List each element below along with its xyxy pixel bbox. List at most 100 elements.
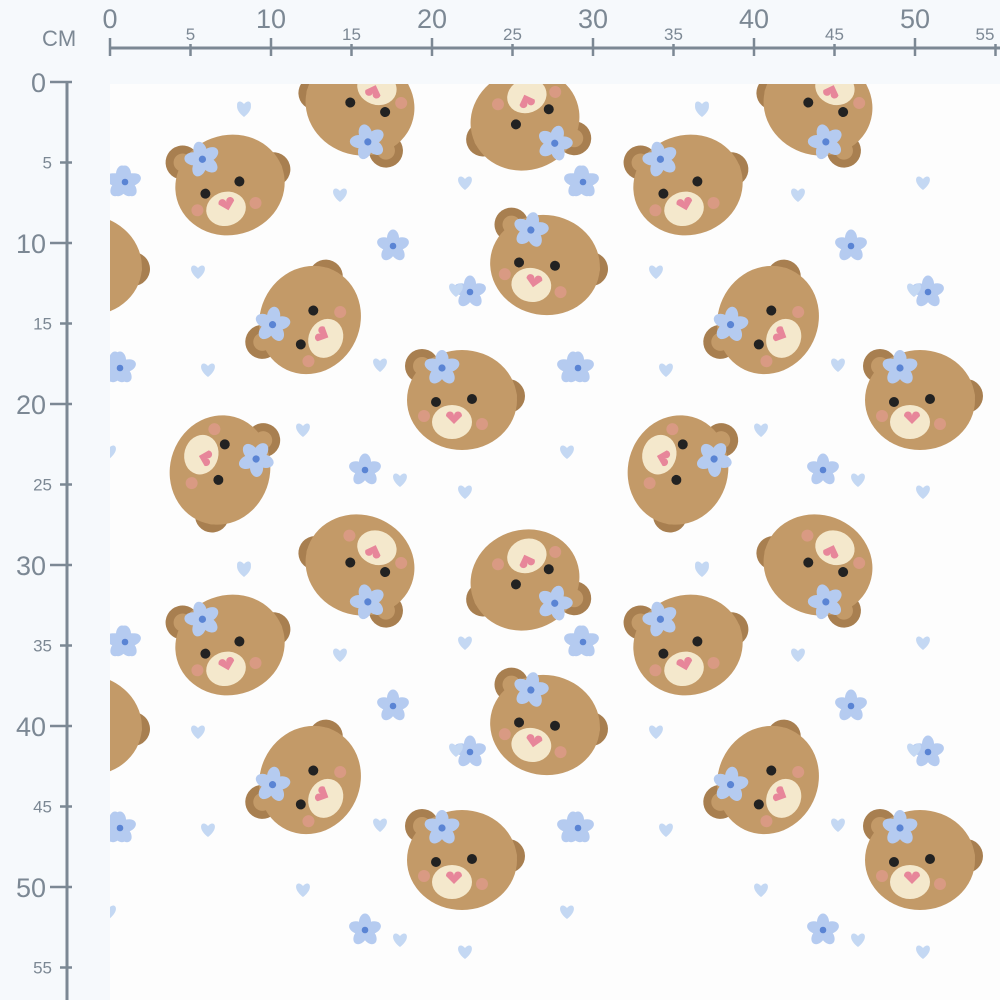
bear-head <box>490 207 608 316</box>
heart-icon <box>237 563 251 577</box>
heart-icon <box>191 725 205 739</box>
flower-icon <box>835 689 867 721</box>
flower-icon <box>562 351 594 383</box>
ruler-label: 20 <box>16 390 46 420</box>
heart-icon <box>791 188 805 202</box>
ruler-label: 15 <box>342 25 361 44</box>
flower-icon <box>349 913 381 945</box>
bear-head <box>756 514 873 628</box>
flower-icon <box>882 810 918 844</box>
ruler-label: 55 <box>33 959 52 978</box>
flower-icon <box>539 585 573 621</box>
heart-icon <box>373 818 387 832</box>
ruler-label: 40 <box>16 712 46 742</box>
ruler-label: 55 <box>976 25 995 44</box>
flower-icon <box>377 689 409 721</box>
heart-icon <box>851 473 865 487</box>
ruler-label: 10 <box>16 229 46 259</box>
bear-head <box>466 84 592 171</box>
flower-icon <box>349 584 384 620</box>
flower-icon <box>696 443 732 477</box>
ruler-label: 20 <box>417 4 447 34</box>
heart-icon <box>907 743 921 757</box>
horizontal-ruler: 0 5 10 15 20 25 30 35 40 45 50 55 <box>102 4 1000 56</box>
flower-icon <box>110 625 141 657</box>
heart-icon <box>449 743 463 757</box>
flower-icon <box>807 453 839 485</box>
flower-icon <box>562 811 594 843</box>
heart-icon <box>333 188 347 202</box>
flower-icon <box>377 229 409 261</box>
flower-icon <box>807 584 842 620</box>
heart-icon <box>458 636 472 650</box>
ruler-label: 35 <box>664 25 683 44</box>
heart-icon <box>333 648 347 662</box>
flower-icon <box>807 913 839 945</box>
flower-icon <box>238 443 274 477</box>
heart-icon <box>791 648 805 662</box>
heart-icon <box>649 265 663 279</box>
bear-head <box>110 674 150 776</box>
heart-icon <box>458 485 472 499</box>
heart-icon <box>110 905 116 919</box>
ruler-label: 0 <box>31 68 46 98</box>
heart-icon <box>201 363 215 377</box>
flower-icon <box>255 306 291 341</box>
heart-icon <box>916 485 930 499</box>
flower-icon <box>184 601 219 637</box>
flower-icon <box>882 350 918 384</box>
ruler-label: 30 <box>578 4 608 34</box>
heart-icon <box>373 358 387 372</box>
ruler-label: 45 <box>825 25 844 44</box>
heart-icon <box>831 818 845 832</box>
heart-icon <box>916 176 930 190</box>
heart-icon <box>296 423 310 437</box>
flower-icon <box>567 625 599 657</box>
flower-icon <box>349 453 381 485</box>
flower-icon <box>567 165 599 197</box>
vertical-ruler: 0 5 10 15 20 25 30 35 40 45 50 55 <box>16 68 72 1000</box>
bear-head <box>245 719 361 835</box>
bear-head <box>623 134 749 236</box>
heart-icon <box>393 473 407 487</box>
ruler-label: 25 <box>503 25 522 44</box>
flower-icon <box>642 141 677 177</box>
heart-icon <box>916 945 930 959</box>
ruler-label: 0 <box>102 4 117 34</box>
flower-icon <box>184 141 219 177</box>
flower-icon <box>835 229 867 261</box>
bear-head <box>405 809 525 910</box>
bear-pattern <box>110 84 983 959</box>
heart-icon <box>754 883 768 897</box>
bear-head <box>623 594 749 696</box>
flower-icon <box>110 351 136 383</box>
heart-icon <box>237 103 251 117</box>
ruler-label: 5 <box>186 25 195 44</box>
ruler-label: 35 <box>33 637 52 656</box>
heart-icon <box>907 283 921 297</box>
heart-icon <box>110 445 116 459</box>
ruler-label: 45 <box>33 798 52 817</box>
flower-icon <box>514 672 549 707</box>
bear-head <box>169 415 281 533</box>
flower-icon <box>642 601 677 637</box>
bear-head <box>703 719 819 835</box>
heart-icon <box>458 176 472 190</box>
heart-icon <box>449 283 463 297</box>
heart-icon <box>458 945 472 959</box>
ruler-label: 10 <box>256 4 286 34</box>
ruler-label: 15 <box>33 315 52 334</box>
bear-head <box>165 594 291 696</box>
bear-head <box>466 529 592 631</box>
heart-icon <box>851 933 865 947</box>
heart-icon <box>201 823 215 837</box>
bear-head <box>863 809 983 910</box>
flower-icon <box>110 165 141 197</box>
heart-icon <box>831 358 845 372</box>
bear-head <box>863 349 983 450</box>
heart-icon <box>393 933 407 947</box>
bear-head <box>245 259 361 375</box>
bear-head <box>756 84 873 168</box>
unit-label: CM <box>42 26 76 51</box>
